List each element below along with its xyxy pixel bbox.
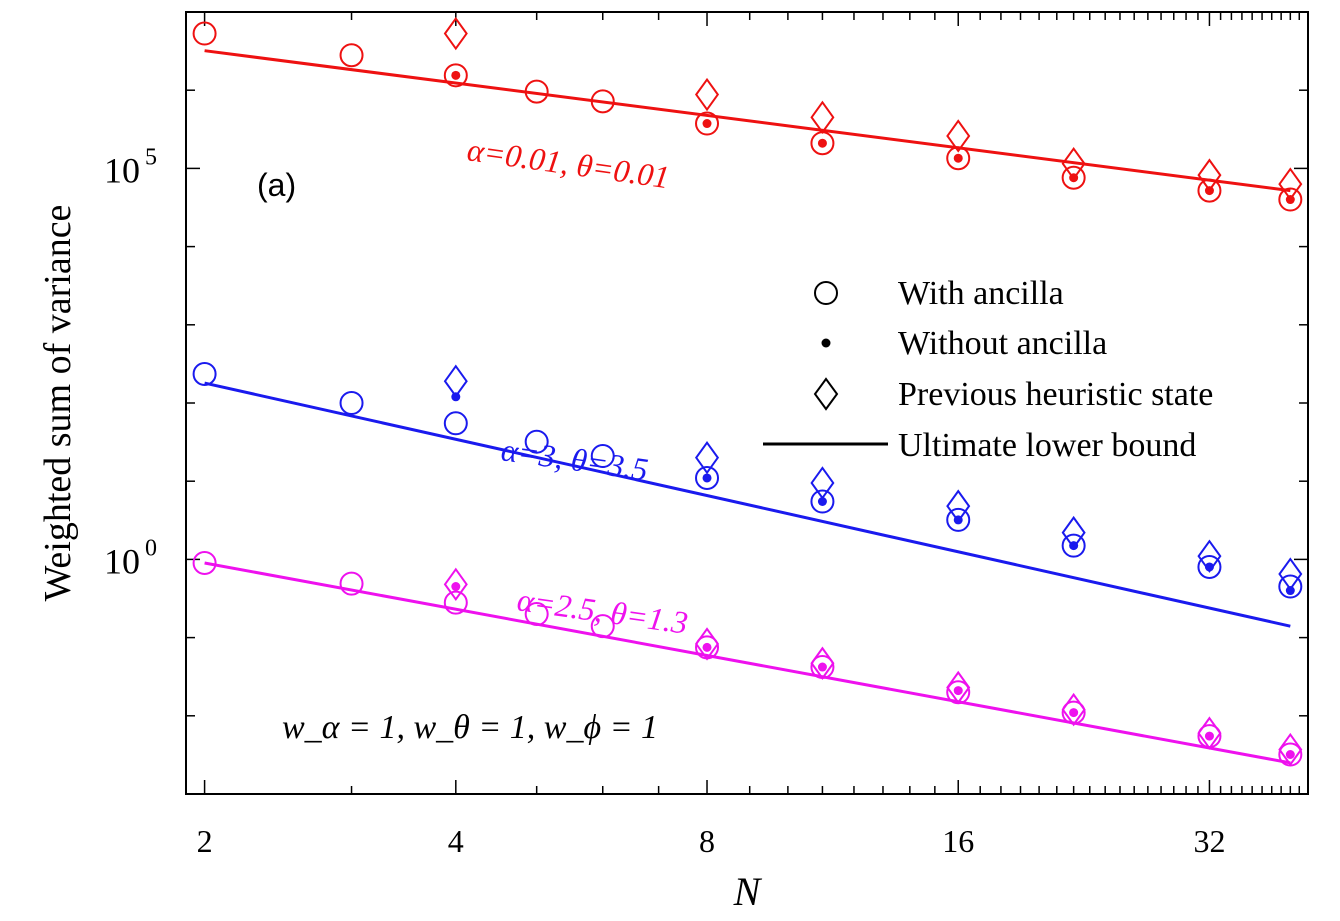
- axis-ticks: [186, 11, 1308, 795]
- without-ancilla-point: [702, 119, 712, 129]
- plot-frame: [185, 11, 1309, 795]
- with-ancilla-point: [810, 489, 835, 514]
- heuristic-point: [810, 466, 835, 500]
- lower-bound-line: [204, 381, 1291, 628]
- heuristic-point: [694, 77, 720, 112]
- x-tick-label: 32: [1193, 823, 1225, 859]
- without-ancilla-point: [1204, 731, 1214, 741]
- without-ancilla-point: [817, 662, 827, 672]
- heuristic-point: [1197, 539, 1222, 573]
- heuristic-point: [443, 364, 468, 398]
- legend-label-with-ancilla: With ancilla: [898, 275, 1064, 312]
- with-ancilla-point: [339, 43, 364, 68]
- y-axis-label: Weighted sum of variance: [37, 205, 79, 602]
- with-ancilla-point: [443, 590, 468, 615]
- series-label-red: α=0.01, θ=0.01: [465, 131, 672, 195]
- heuristic-point: [946, 489, 971, 523]
- without-ancilla-point: [702, 642, 712, 652]
- y-tick-label: 10: [104, 150, 140, 190]
- lower-bound-line: [204, 561, 1291, 765]
- y-tick-exponent: 0: [145, 535, 157, 561]
- with-ancilla-point: [1278, 574, 1303, 599]
- with-ancilla-point: [1278, 187, 1303, 212]
- with-ancilla-point: [524, 602, 549, 627]
- legend-label-heuristic: Previous heuristic state: [898, 376, 1213, 413]
- with-ancilla-point: [590, 89, 615, 114]
- with-ancilla-point: [590, 614, 615, 639]
- legend-circle-marker: [814, 281, 838, 305]
- heuristic-point: [810, 100, 835, 135]
- heuristic-point: [810, 646, 835, 680]
- x-tick-label: 16: [942, 823, 974, 859]
- legend-diamond-marker: [813, 377, 839, 411]
- series-label-blue: α=3, θ=3.5: [499, 431, 650, 487]
- heuristic-point: [1061, 692, 1086, 727]
- with-ancilla-point: [1197, 178, 1222, 203]
- without-ancilla-point: [451, 582, 461, 592]
- y-tick-exponent: 5: [145, 144, 157, 170]
- without-ancilla-point: [702, 473, 712, 483]
- with-ancilla-point: [524, 429, 549, 454]
- without-ancilla-point: [1069, 708, 1079, 718]
- with-ancilla-point: [192, 361, 217, 386]
- lower-bound-lines: [204, 49, 1291, 765]
- heuristic-point: [694, 627, 720, 661]
- y-tick-labels: 10 010 5: [104, 144, 157, 581]
- heuristic-point: [1278, 557, 1303, 591]
- x-axis-label: N: [733, 869, 763, 914]
- heuristic-point: [1197, 158, 1222, 192]
- heuristic-point: [1061, 515, 1086, 550]
- without-ancilla-point: [953, 686, 963, 696]
- legend-label-without-ancilla: Without ancilla: [898, 325, 1107, 362]
- without-ancilla-point: [451, 70, 461, 80]
- with-ancilla-point: [695, 465, 720, 490]
- with-ancilla-point: [695, 111, 720, 136]
- heuristic-point: [946, 670, 971, 705]
- x-tick-label: 8: [699, 823, 715, 859]
- with-ancilla-point: [946, 507, 971, 532]
- lower-bound-line: [204, 49, 1291, 193]
- with-ancilla-point: [1197, 554, 1222, 579]
- with-ancilla-point: [339, 571, 364, 596]
- legend-dot-marker: [821, 338, 831, 348]
- x-tick-label: 2: [197, 823, 213, 859]
- with-ancilla-point: [1061, 533, 1086, 558]
- with-ancilla-point: [524, 79, 549, 104]
- with-ancilla-point: [443, 411, 468, 436]
- with-ancilla-point: [192, 21, 217, 46]
- weights-annotation: w_α = 1, w_θ = 1, w_ϕ = 1: [282, 709, 658, 746]
- with-ancilla-point: [946, 146, 971, 171]
- x-tick-label: 4: [448, 823, 464, 859]
- heuristic-point: [946, 119, 971, 153]
- heuristic-point: [443, 16, 468, 51]
- with-ancilla-point: [1061, 165, 1086, 190]
- x-tick-labels: 2 4 8 16 32: [197, 823, 1226, 859]
- with-ancilla-point: [590, 444, 615, 469]
- heuristic-point: [694, 440, 720, 475]
- legend: With ancilla Without ancilla Previous he…: [763, 275, 1213, 464]
- heuristic-point: [1197, 716, 1222, 750]
- heuristic-point: [1278, 167, 1303, 201]
- heuristic-point: [1061, 146, 1086, 181]
- y-tick-label: 10: [104, 541, 140, 581]
- data-markers: [192, 16, 1303, 767]
- without-ancilla-point: [1285, 749, 1295, 759]
- without-ancilla-point: [817, 497, 827, 507]
- legend-label-lower-bound: Ultimate lower bound: [898, 427, 1196, 464]
- without-ancilla-point: [817, 138, 827, 148]
- with-ancilla-point: [443, 63, 468, 88]
- series-label-magenta: α=2.5, θ=1.3: [515, 581, 690, 641]
- with-ancilla-point: [192, 550, 217, 575]
- heuristic-point: [443, 567, 468, 602]
- panel-label: (a): [257, 167, 296, 203]
- heuristic-point: [1278, 732, 1303, 767]
- with-ancilla-point: [339, 391, 364, 415]
- without-ancilla-point: [953, 153, 963, 163]
